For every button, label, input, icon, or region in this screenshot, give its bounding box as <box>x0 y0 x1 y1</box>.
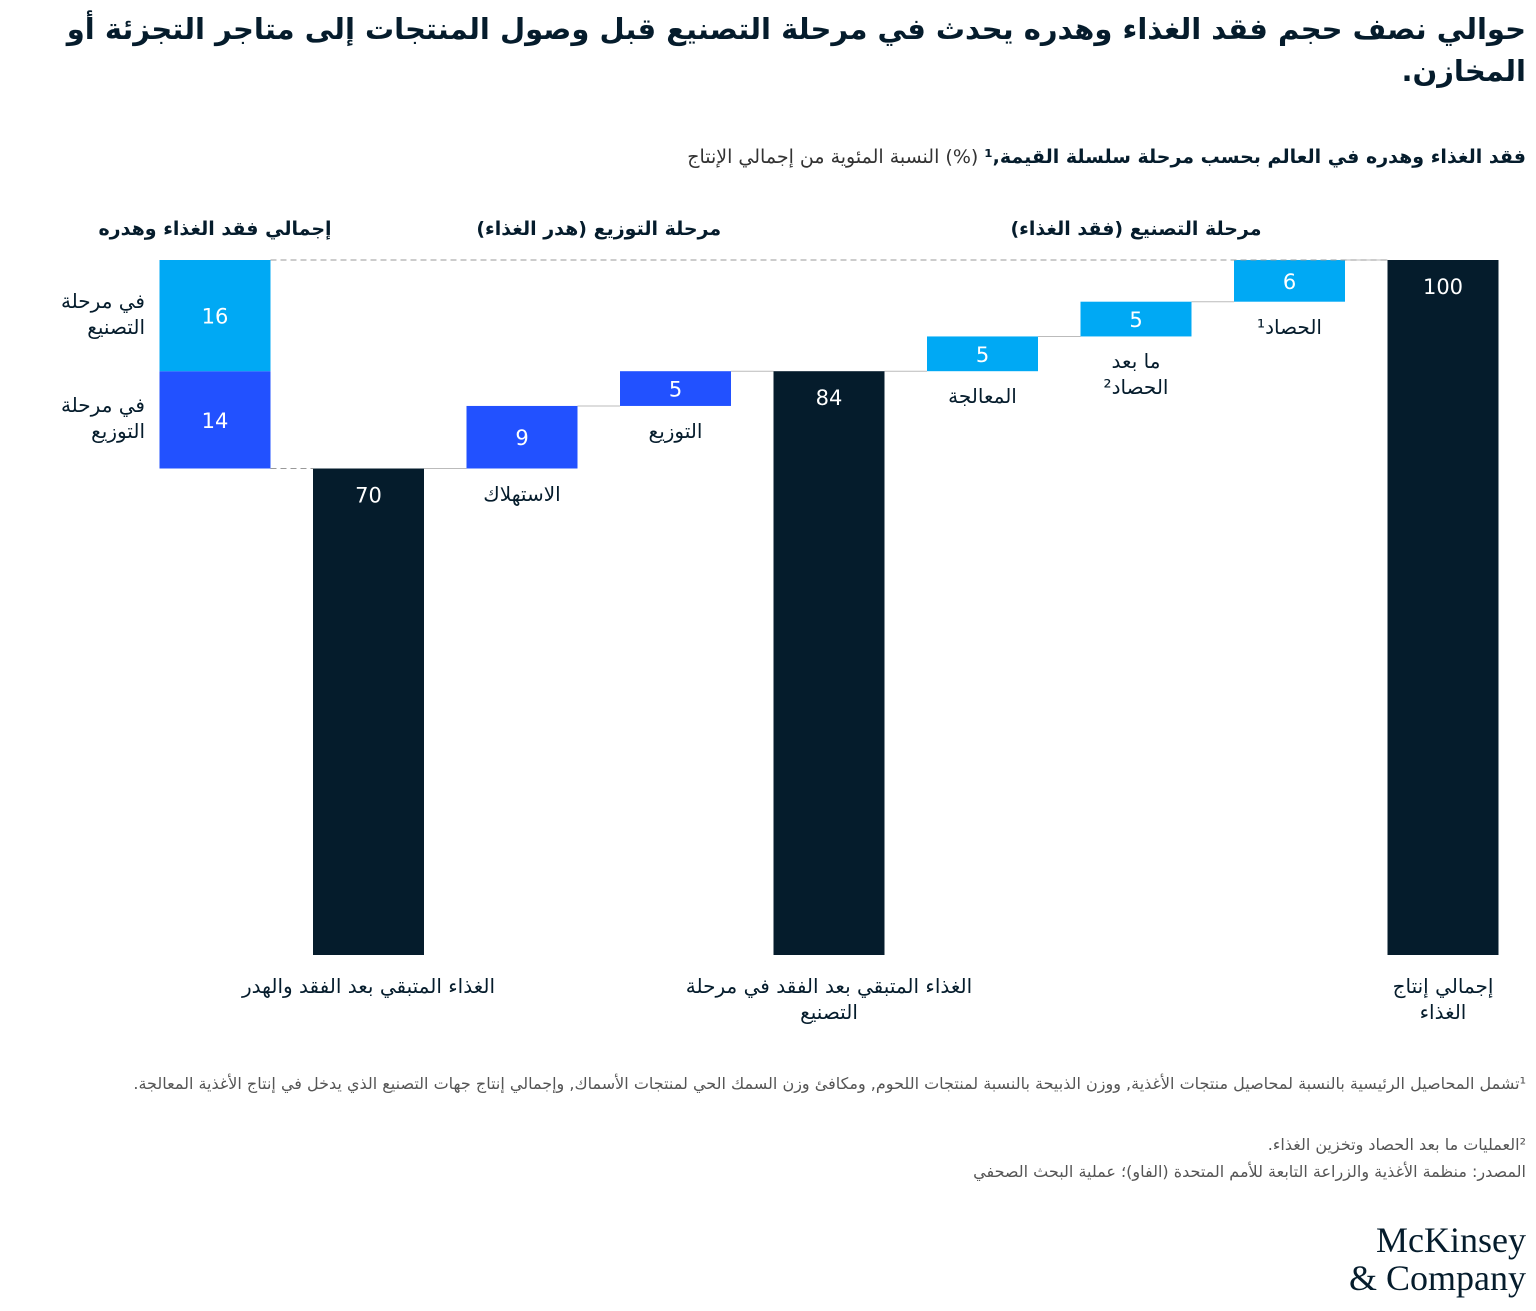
group-header: مرحلة التوزيع (هدر الغذاء) <box>476 218 722 240</box>
bar <box>466 405 578 469</box>
footnote: المصدر: منظمة الأغذية والزراعة التابعة ل… <box>973 1162 1526 1181</box>
title: حوالي نصف حجم فقد الغذاء وهدره يحدث في م… <box>66 12 1526 89</box>
footnote: ²العمليات ما بعد الحصاد وتخزين الغذاء. <box>1267 1135 1526 1154</box>
stack-segment <box>159 371 271 469</box>
stack-segment <box>159 260 271 372</box>
stack-segment-label: في مرحلة التوزيع <box>60 392 145 443</box>
value-label: 5 <box>669 378 682 402</box>
step-category-label: ما بعد الحصاد² <box>1103 349 1169 400</box>
total-category-label: إجمالي إنتاج الغذاء <box>1392 974 1494 1024</box>
stack-segment-label: في مرحلة التصنيع <box>60 288 145 339</box>
total-category-label: الغذاء المتبقي بعد الفقد والهدر <box>241 974 496 998</box>
value-label: 70 <box>355 484 382 508</box>
step-category-label: المعالجة <box>948 384 1017 409</box>
value-label: 5 <box>1129 308 1142 332</box>
group-header: مرحلة التصنيع (فقد الغذاء) <box>1010 218 1262 240</box>
value-label: 6 <box>1283 270 1296 294</box>
value-label: 84 <box>816 386 843 410</box>
total-category-label: الغذاء المتبقي بعد الفقد في مرحلة التصني… <box>685 974 973 1024</box>
bar <box>1234 260 1345 302</box>
group-header: إجمالي فقد الغذاء وهدره <box>98 218 332 240</box>
bar <box>1387 260 1499 955</box>
bar <box>1080 301 1192 337</box>
bar <box>620 371 731 406</box>
footnote: ¹تشمل المحاصيل الرئيسية بالنسبة لمحاصيل … <box>133 1074 1526 1093</box>
value-label: 9 <box>515 426 528 450</box>
bar <box>313 468 424 955</box>
value-label: 5 <box>976 343 989 367</box>
subtitle-line: فقد الغذاء وهدره في العالم بحسب مرحلة سل… <box>687 145 1526 170</box>
step-category-label: الاستهلاك <box>483 481 561 506</box>
stack-value-label: 16 <box>202 305 229 329</box>
subtitle: فقد الغذاء وهدره في العالم بحسب مرحلة سل… <box>984 146 1526 168</box>
bar <box>927 336 1038 372</box>
logo: & Company <box>1349 1258 1526 1298</box>
step-category-label: التوزيع <box>648 418 703 443</box>
logo: McKinsey <box>1376 1220 1526 1260</box>
value-label: 100 <box>1423 275 1463 299</box>
step-category-label: الحصاد¹ <box>1257 314 1322 339</box>
stack-value-label: 14 <box>202 409 229 433</box>
unit: (%) النسبة المئوية من إجمالي الإنتاج <box>687 146 979 168</box>
bar <box>773 371 885 955</box>
